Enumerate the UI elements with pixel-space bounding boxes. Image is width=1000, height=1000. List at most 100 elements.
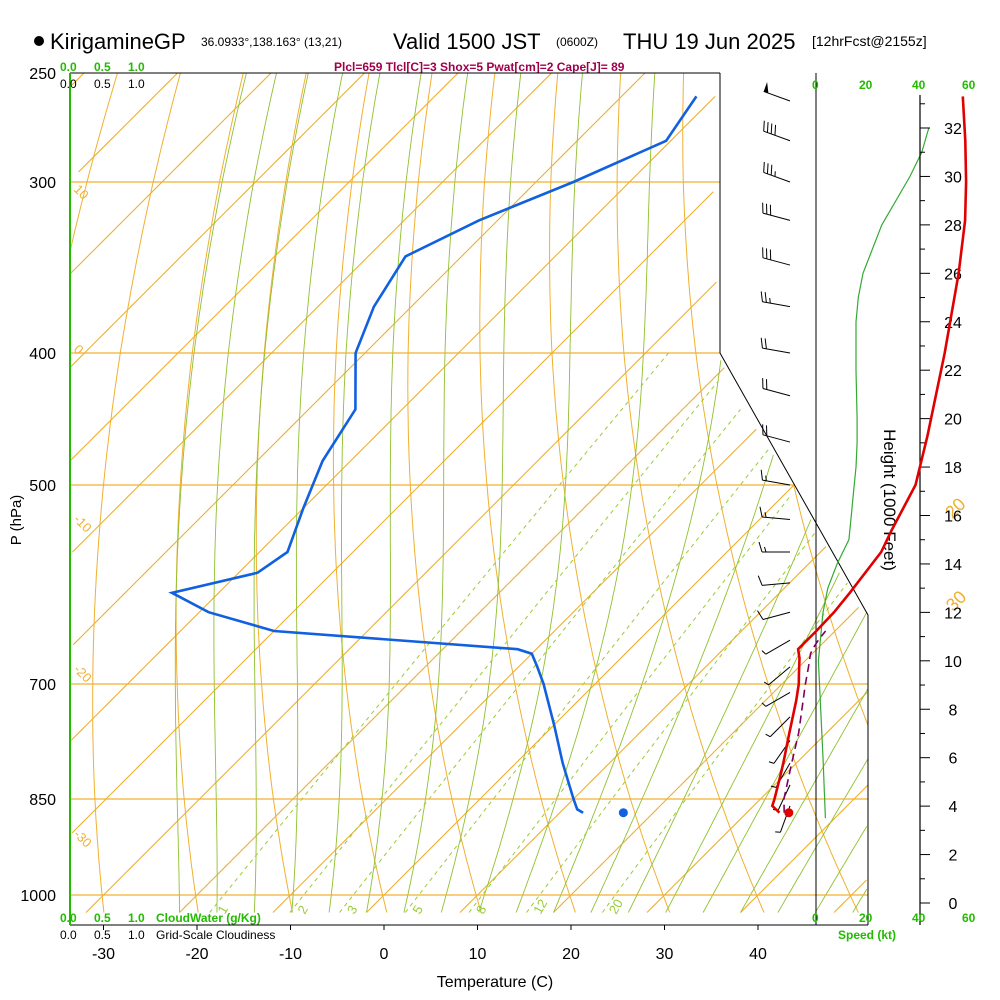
wind-barb	[763, 161, 791, 183]
speed-bottom-tick: 60	[962, 911, 976, 925]
height-tick-label: 30	[944, 169, 962, 186]
wind-barb	[762, 378, 791, 397]
dry-adiabat-line	[479, 72, 576, 913]
wind-barb	[762, 424, 791, 443]
cloudiness-top-tick: 0.5	[94, 77, 111, 91]
site-coords: 36.0933°,138.163° (13,21)	[201, 35, 342, 49]
site-name: KirigamineGP	[50, 29, 186, 54]
moist-adiabat-line	[515, 72, 656, 913]
isotherm-line	[272, 428, 757, 913]
temperature-ticks: -30 -20 -10 0 10 20 30 40	[92, 925, 767, 963]
temperature-tick-label: 40	[749, 946, 767, 963]
speed-top-tick: 0	[812, 78, 819, 92]
temperature-tick-label: 30	[656, 946, 674, 963]
wind-barb	[758, 541, 790, 553]
moist-adiabat-lines	[174, 72, 869, 913]
cloudiness-bottom-tick: 0.5	[94, 928, 111, 942]
temperature-tick-label: 0	[380, 946, 389, 963]
mixing-ratio-line	[209, 352, 669, 913]
pressure-ticks: 250 300 400 500 700 850 1000	[20, 66, 56, 905]
temperature-tick-label: 10	[469, 946, 487, 963]
parcel-path-line	[783, 630, 827, 813]
dry-adiabat-line	[682, 72, 859, 913]
dry-adiabat-line	[332, 72, 388, 913]
wind-barb	[757, 575, 791, 586]
speed-bottom-tick: 20	[859, 911, 873, 925]
isotherm-line	[72, 72, 646, 646]
wind-barb	[759, 506, 791, 520]
isotherm-line	[459, 546, 827, 913]
moist-adiabat-line	[553, 360, 722, 913]
speed-top-tick: 60	[962, 78, 976, 92]
isotherm-line	[70, 72, 272, 274]
surface-dewpoint-point	[618, 808, 628, 818]
isotherm-line	[70, 96, 716, 741]
dry-adiabat-line	[175, 72, 244, 913]
cloudiness-bottom-tick: 0.0	[60, 928, 77, 942]
wind-barb	[763, 666, 791, 686]
cloudwater-top-scale: 0.0 0.5 1.0 0.0 0.5 1.0	[60, 60, 145, 91]
speed-bottom-tick: 40	[912, 911, 926, 925]
mixing-ratio-label: 12	[530, 896, 550, 916]
dry-adiabat-line	[92, 72, 181, 913]
x-axis-label: Temperature (C)	[437, 974, 553, 991]
temperature-tick-label: 20	[562, 946, 580, 963]
height-tick-label: 2	[949, 848, 958, 865]
temperature-tick-label: -30	[92, 946, 115, 963]
speed-caption: Speed (kt)	[838, 928, 896, 942]
speed-bottom-tick: 0	[812, 911, 819, 925]
cloudwater-top-tick: 1.0	[128, 60, 145, 74]
cloudwater-bottom-tick: 1.0	[128, 911, 145, 925]
dry-adiabat-line	[549, 72, 671, 913]
dry-adiabat-lines: 100-10-20-30	[70, 72, 869, 913]
cloudiness-top-tick: 1.0	[128, 77, 145, 91]
wind-speed-profile	[817, 127, 930, 819]
moist-adiabat-line	[213, 72, 277, 913]
pressure-tick-label: 700	[29, 677, 56, 694]
isotherm-line	[179, 367, 725, 913]
cloudwater-top-tick: 0.5	[94, 60, 111, 74]
cloudwater-top-tick: 0.0	[60, 60, 77, 74]
moist-adiabat-line	[440, 72, 522, 913]
speed-top-tick: 20	[859, 78, 873, 92]
site-marker-icon	[34, 36, 44, 46]
moist-adiabat-line	[478, 72, 583, 913]
dry-adiabat-line	[407, 72, 482, 913]
isotherm-line	[740, 784, 869, 913]
height-tick-label: 22	[944, 363, 962, 380]
moist-adiabat-line	[777, 759, 868, 913]
pressure-tick-label: 500	[29, 478, 56, 495]
height-axis-label: Height (1000 Feet)	[880, 429, 899, 571]
wind-barb	[760, 337, 791, 354]
cloudwater-caption: CloudWater (g/Kg)	[156, 911, 261, 925]
height-tick-label: 24	[944, 315, 962, 332]
height-tick-label: 18	[944, 460, 962, 477]
dry-adiabat-label: -20	[71, 662, 95, 686]
moist-adiabat-line	[702, 611, 868, 913]
pressure-tick-label: 300	[29, 175, 56, 192]
cloudwater-bottom-tick: 0.5	[94, 911, 111, 925]
pressure-tick-label: 1000	[20, 888, 56, 905]
y-axis-label: P (hPa)	[8, 495, 25, 546]
height-tick-label: 16	[944, 509, 962, 526]
mixing-ratio-lines: 1 2 3 5 8 12 20	[209, 352, 848, 917]
isotherm-line	[553, 607, 859, 913]
wind-barb	[765, 716, 791, 738]
height-tick-label: 14	[944, 557, 962, 574]
dry-adiabat-label: 0	[71, 342, 87, 358]
height-tick-label: 0	[949, 896, 958, 913]
temperature-tick-label: -10	[279, 946, 302, 963]
mixing-ratio-line	[526, 530, 818, 913]
cloudiness-top-tick: 0.0	[60, 77, 77, 91]
dry-adiabat-line	[616, 72, 765, 913]
forecast-info: [12hrFcst@2155z]	[812, 33, 927, 49]
mixing-ratio-line	[289, 381, 718, 913]
moist-adiabat-line	[328, 72, 381, 913]
moist-adiabat-line	[627, 519, 812, 913]
moist-adiabat-line	[665, 572, 840, 913]
dry-adiabat-label: 10	[71, 182, 92, 203]
wind-barbs	[757, 82, 791, 833]
cloudwater-bottom-tick: 0.0	[60, 911, 77, 925]
